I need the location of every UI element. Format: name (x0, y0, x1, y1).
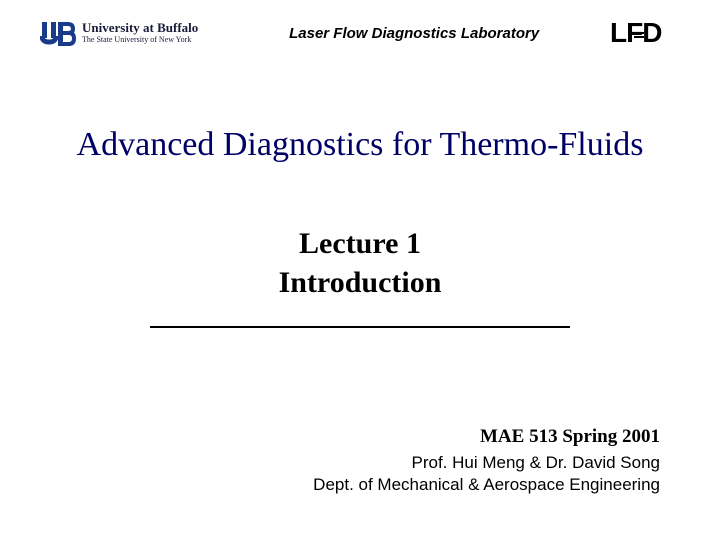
laboratory-title: Laser Flow Diagnostics Laboratory (218, 25, 610, 42)
lfd-logo: LFD (610, 18, 680, 48)
lecture-topic: Introduction (0, 263, 720, 302)
ub-subtitle: The State University of New York (82, 36, 198, 45)
course-main-title: Advanced Diagnostics for Thermo-Fluids (0, 126, 720, 164)
lecture-number: Lecture 1 (0, 224, 720, 263)
slide-footer: MAE 513 Spring 2001 Prof. Hui Meng & Dr.… (313, 426, 660, 496)
ub-logo: University at Buffalo The State Universi… (40, 18, 198, 48)
ub-logo-text: University at Buffalo The State Universi… (82, 21, 198, 44)
slide-header: University at Buffalo The State Universi… (0, 0, 720, 56)
instructors: Prof. Hui Meng & Dr. David Song (313, 452, 660, 474)
divider-line (150, 326, 570, 328)
course-code-term: MAE 513 Spring 2001 (313, 426, 660, 448)
lecture-block: Lecture 1 Introduction (0, 224, 720, 302)
department: Dept. of Mechanical & Aerospace Engineer… (313, 474, 660, 496)
ub-interlocking-icon (40, 18, 76, 48)
ub-name: University at Buffalo (82, 21, 198, 35)
